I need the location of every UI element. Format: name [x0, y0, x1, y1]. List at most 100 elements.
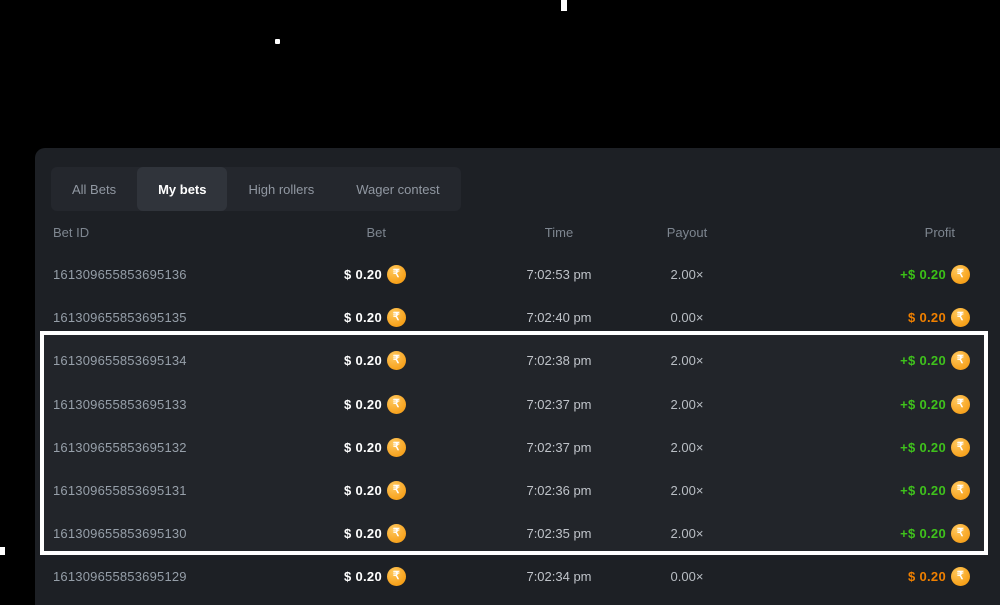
time-cell: 7:02:53 pm — [526, 267, 592, 283]
rupee-coin-icon: ₹ — [951, 394, 970, 414]
table-header: Bet ID Bet Time Payout Profit — [35, 211, 1000, 253]
bet-amount: $ 0.20 — [344, 569, 382, 585]
rupee-coin-icon: ₹ — [951, 524, 970, 544]
stray-mark — [275, 39, 280, 44]
bet-id-cell: 161309655853695129 — [53, 569, 187, 585]
bet-cell: $ 0.20 ₹ — [303, 351, 406, 371]
rupee-coin-icon: ₹ — [951, 481, 970, 501]
bet-amount: $ 0.20 — [344, 483, 382, 499]
bet-amount: $ 0.20 — [344, 310, 382, 326]
rupee-coin-icon: ₹ — [387, 351, 406, 371]
table-row[interactable]: 161309655853695136 $ 0.20 ₹ 7:02:53 pm 2… — [35, 253, 1000, 296]
rupee-coin-icon: ₹ — [951, 437, 970, 457]
rupee-coin-icon: ₹ — [387, 308, 406, 328]
payout-cell: 2.00× — [670, 526, 704, 542]
table-row[interactable]: 161309655853695132 $ 0.20 ₹ 7:02:37 pm 2… — [35, 426, 1000, 469]
payout-cell: 2.00× — [670, 396, 704, 412]
tab-label: My bets — [158, 181, 207, 197]
bet-amount: $ 0.20 — [344, 439, 382, 455]
time-cell: 7:02:35 pm — [526, 526, 592, 542]
bet-cell: $ 0.20 ₹ — [303, 481, 406, 501]
table-body: 161309655853695136 $ 0.20 ₹ 7:02:53 pm 2… — [35, 253, 1000, 599]
rupee-coin-icon: ₹ — [387, 265, 406, 285]
stray-mark — [0, 547, 5, 555]
bet-amount: $ 0.20 — [344, 526, 382, 542]
rupee-coin-icon: ₹ — [387, 394, 406, 414]
profit-amount: +$ 0.20 — [900, 396, 946, 412]
column-header-bet-id: Bet ID — [53, 224, 90, 240]
time-cell: 7:02:37 pm — [526, 396, 592, 412]
table-row[interactable]: 161309655853695130 $ 0.20 ₹ 7:02:35 pm 2… — [35, 512, 1000, 555]
bet-id-cell: 161309655853695134 — [53, 353, 187, 369]
tab-my-bets[interactable]: My bets — [137, 167, 228, 211]
bet-cell: $ 0.20 ₹ — [303, 567, 406, 587]
bets-panel: All Bets My bets High rollers Wager cont… — [35, 148, 1000, 605]
tab-label: Wager contest — [356, 181, 440, 197]
payout-cell: 2.00× — [670, 483, 704, 499]
bet-id-cell: 161309655853695132 — [53, 439, 187, 455]
profit-amount: $ 0.20 — [908, 310, 946, 326]
profit-cell: +$ 0.20 ₹ — [751, 481, 970, 501]
rupee-coin-icon: ₹ — [387, 567, 406, 587]
table-row[interactable]: 161309655853695131 $ 0.20 ₹ 7:02:36 pm 2… — [35, 469, 1000, 512]
bet-cell: $ 0.20 ₹ — [303, 394, 406, 414]
bet-cell: $ 0.20 ₹ — [303, 524, 406, 544]
profit-amount: +$ 0.20 — [900, 267, 946, 283]
profit-amount: +$ 0.20 — [900, 526, 946, 542]
bet-id-cell: 161309655853695133 — [53, 396, 187, 412]
profit-cell: +$ 0.20 ₹ — [751, 265, 970, 285]
payout-cell: 0.00× — [670, 310, 704, 326]
rupee-coin-icon: ₹ — [951, 308, 970, 328]
payout-cell: 2.00× — [670, 353, 704, 369]
profit-cell: +$ 0.20 ₹ — [751, 394, 970, 414]
time-cell: 7:02:40 pm — [526, 310, 592, 326]
rupee-coin-icon: ₹ — [951, 265, 970, 285]
bet-id-cell: 161309655853695130 — [53, 526, 187, 542]
profit-cell: $ 0.20 ₹ — [751, 308, 970, 328]
rupee-coin-icon: ₹ — [387, 524, 406, 544]
column-header-profit: Profit — [924, 224, 955, 240]
profit-amount: +$ 0.20 — [900, 353, 946, 369]
rupee-coin-icon: ₹ — [387, 437, 406, 457]
table-row[interactable]: 161309655853695135 $ 0.20 ₹ 7:02:40 pm 0… — [35, 296, 1000, 339]
rupee-coin-icon: ₹ — [951, 567, 970, 587]
profit-cell: +$ 0.20 ₹ — [751, 437, 970, 457]
bet-amount: $ 0.20 — [344, 267, 382, 283]
table-row[interactable]: 161309655853695129 $ 0.20 ₹ 7:02:34 pm 0… — [35, 555, 1000, 598]
stray-mark — [561, 0, 567, 11]
column-header-bet: Bet — [366, 224, 386, 240]
profit-amount: +$ 0.20 — [900, 439, 946, 455]
bet-cell: $ 0.20 ₹ — [303, 265, 406, 285]
tab-wager-contest[interactable]: Wager contest — [335, 167, 460, 211]
bet-id-cell: 161309655853695135 — [53, 310, 187, 326]
time-cell: 7:02:38 pm — [526, 353, 592, 369]
payout-cell: 0.00× — [670, 569, 704, 585]
profit-cell: $ 0.20 ₹ — [751, 567, 970, 587]
table-row[interactable]: 161309655853695134 $ 0.20 ₹ 7:02:38 pm 2… — [35, 339, 1000, 382]
bet-id-cell: 161309655853695131 — [53, 483, 187, 499]
tab-high-rollers[interactable]: High rollers — [227, 167, 335, 211]
profit-cell: +$ 0.20 ₹ — [751, 351, 970, 371]
bet-amount: $ 0.20 — [344, 396, 382, 412]
time-cell: 7:02:36 pm — [526, 483, 592, 499]
column-header-time: Time — [544, 224, 574, 240]
bet-cell: $ 0.20 ₹ — [303, 437, 406, 457]
column-header-payout: Payout — [666, 224, 708, 240]
bets-tabbar: All Bets My bets High rollers Wager cont… — [51, 167, 461, 211]
table-row[interactable]: 161309655853695133 $ 0.20 ₹ 7:02:37 pm 2… — [35, 383, 1000, 426]
profit-amount: +$ 0.20 — [900, 483, 946, 499]
payout-cell: 2.00× — [670, 267, 704, 283]
tab-all-bets[interactable]: All Bets — [51, 167, 137, 211]
tab-label: All Bets — [72, 181, 117, 197]
bet-amount: $ 0.20 — [344, 353, 382, 369]
bet-id-cell: 161309655853695136 — [53, 267, 187, 283]
bet-cell: $ 0.20 ₹ — [303, 308, 406, 328]
time-cell: 7:02:34 pm — [526, 569, 592, 585]
rupee-coin-icon: ₹ — [951, 351, 970, 371]
tab-label: High rollers — [248, 181, 315, 197]
profit-amount: $ 0.20 — [908, 569, 946, 585]
time-cell: 7:02:37 pm — [526, 439, 592, 455]
rupee-coin-icon: ₹ — [387, 481, 406, 501]
payout-cell: 2.00× — [670, 439, 704, 455]
